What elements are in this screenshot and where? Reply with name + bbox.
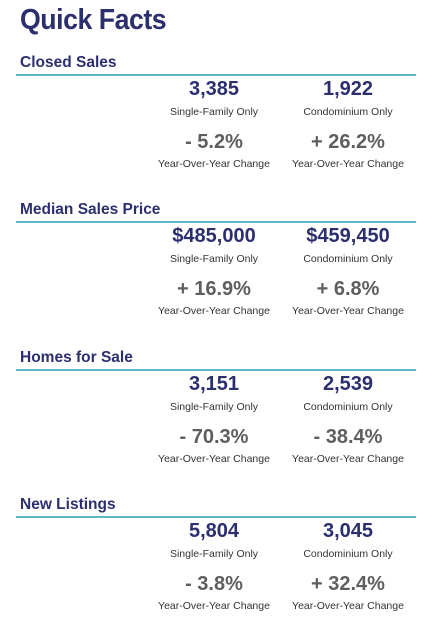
yoy-change-label: Year-Over-Year Change <box>158 600 270 612</box>
section-median-sales-price: Median Sales Price $485,000 Single-Famil… <box>0 201 442 331</box>
condominium-column: 3,045 Condominium Only + 32.4% Year-Over… <box>278 496 418 626</box>
yoy-change-value: - 3.8% <box>185 573 243 595</box>
metric-value: $459,450 <box>306 225 390 247</box>
yoy-change-label: Year-Over-Year Change <box>158 158 270 170</box>
metric-label: Single-Family Only <box>169 548 259 560</box>
metric-value: $485,000 <box>172 225 256 247</box>
yoy-change-label: Year-Over-Year Change <box>292 600 404 612</box>
section-homes-for-sale: Homes for Sale 3,151 Single-Family Only … <box>0 349 442 479</box>
section-title: Median Sales Price <box>20 201 161 218</box>
section-title: Closed Sales <box>20 54 117 71</box>
yoy-change-value: - 5.2% <box>185 131 243 153</box>
metric-label: Single-Family Only <box>169 106 259 118</box>
yoy-change-label: Year-Over-Year Change <box>158 305 270 317</box>
yoy-change-label: Year-Over-Year Change <box>292 158 404 170</box>
section-divider <box>16 516 416 518</box>
metric-label: Condominium Only <box>303 253 393 265</box>
single-family-column: 3,151 Single-Family Only - 70.3% Year-Ov… <box>144 349 284 479</box>
yoy-change-value: + 16.9% <box>177 278 251 300</box>
metric-label: Condominium Only <box>303 106 393 118</box>
metric-value: 3,045 <box>322 520 374 542</box>
single-family-column: 3,385 Single-Family Only - 5.2% Year-Ove… <box>144 54 284 184</box>
yoy-change-label: Year-Over-Year Change <box>292 453 404 465</box>
metric-value: 3,151 <box>188 373 240 395</box>
section-title: Homes for Sale <box>20 349 133 366</box>
yoy-change-value: + 26.2% <box>311 131 385 153</box>
metric-value: 1,922 <box>322 78 374 100</box>
yoy-change-value: + 32.4% <box>311 573 385 595</box>
single-family-column: 5,804 Single-Family Only - 3.8% Year-Ove… <box>144 496 284 626</box>
condominium-column: 1,922 Condominium Only + 26.2% Year-Over… <box>278 54 418 184</box>
metric-label: Condominium Only <box>303 401 393 413</box>
metric-value: 2,539 <box>322 373 374 395</box>
single-family-column: $485,000 Single-Family Only + 16.9% Year… <box>144 201 284 331</box>
metric-value: 3,385 <box>188 78 240 100</box>
metric-value: 5,804 <box>188 520 240 542</box>
section-divider <box>16 74 416 76</box>
metric-label: Single-Family Only <box>169 253 259 265</box>
page-title: Quick Facts <box>20 4 167 36</box>
metric-label: Single-Family Only <box>169 401 259 413</box>
metric-label: Condominium Only <box>303 548 393 560</box>
yoy-change-value: - 38.4% <box>313 426 383 448</box>
section-divider <box>16 221 416 223</box>
yoy-change-label: Year-Over-Year Change <box>158 453 270 465</box>
yoy-change-label: Year-Over-Year Change <box>292 305 404 317</box>
section-title: New Listings <box>20 496 116 513</box>
yoy-change-value: - 70.3% <box>179 426 249 448</box>
yoy-change-value: + 6.8% <box>316 278 380 300</box>
section-new-listings: New Listings 5,804 Single-Family Only - … <box>0 496 442 626</box>
section-closed-sales: Closed Sales 3,385 Single-Family Only - … <box>0 54 442 184</box>
condominium-column: 2,539 Condominium Only - 38.4% Year-Over… <box>278 349 418 479</box>
section-divider <box>16 369 416 371</box>
condominium-column: $459,450 Condominium Only + 6.8% Year-Ov… <box>278 201 418 331</box>
